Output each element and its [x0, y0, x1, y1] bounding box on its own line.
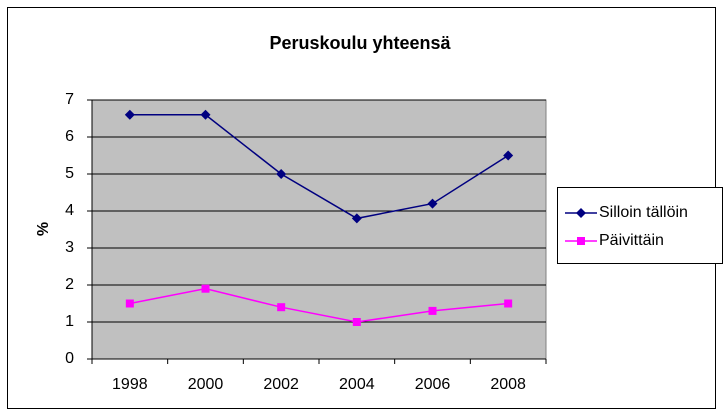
legend-label: Silloin tällöin: [599, 204, 688, 221]
x-tick-label: 2000: [188, 376, 224, 393]
line: [129, 114, 509, 220]
marker: [428, 306, 437, 315]
y-axis-label: %: [35, 222, 52, 236]
x-tick-label: 2006: [415, 376, 451, 393]
marker: [125, 299, 134, 308]
x-tick-label: 2008: [490, 376, 526, 393]
marker: [277, 303, 286, 312]
marker: [351, 213, 362, 224]
y-tick-label: 6: [65, 128, 74, 145]
x-tick-label: 2004: [339, 376, 375, 393]
line: [129, 287, 509, 323]
y-tick-label: 2: [65, 276, 74, 293]
y-tick-label: 0: [65, 350, 74, 367]
marker: [504, 299, 513, 308]
legend-label: Päivittäin: [599, 232, 664, 249]
marker: [427, 198, 438, 209]
x-tick-label: 1998: [112, 376, 148, 393]
legend-box: [557, 187, 723, 264]
marker: [576, 208, 586, 218]
y-tick-label: 4: [65, 202, 74, 219]
marker: [201, 284, 210, 293]
y-tick-label: 1: [65, 313, 74, 330]
marker: [124, 109, 135, 120]
marker: [577, 237, 585, 245]
plot-area: [91, 99, 547, 360]
marker: [352, 318, 361, 326]
x-tick-label: 2002: [263, 376, 299, 393]
y-tick-label: 7: [65, 91, 74, 108]
marker: [503, 150, 514, 161]
y-tick-label: 3: [65, 239, 74, 256]
marker: [200, 109, 211, 120]
chart-title: Peruskoulu yhteensä: [269, 33, 451, 53]
marker: [276, 169, 287, 179]
y-tick-label: 5: [65, 165, 74, 182]
